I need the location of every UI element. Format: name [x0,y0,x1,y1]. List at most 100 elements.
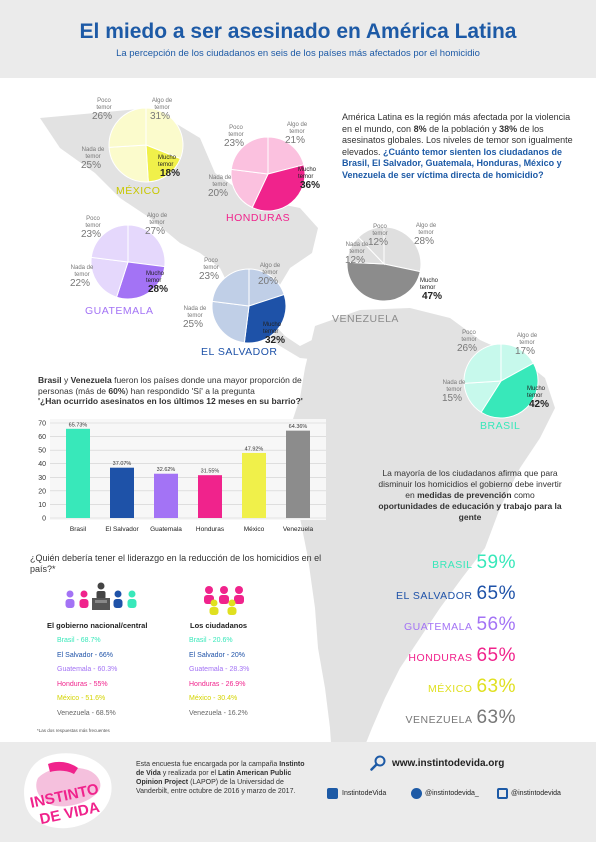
pie-value-poco: 23% [224,138,245,149]
bar-intro-part: y [61,375,71,385]
pie-label-mucho: Mucho temor [263,322,282,335]
page-title: El miedo a ser asesinado en América Lati… [79,20,517,43]
y-tick-label: 0 [42,516,46,523]
category-label: Guatemala [150,526,182,533]
pie-label-mucho: Mucho temor [420,278,439,291]
pie-value-mucho: 47% [422,291,443,302]
intro-part: América Latina es la región más afectada… [342,112,571,134]
credit-part: Esta encuesta fue encargada por la campa… [136,761,280,768]
pie-value-poco: 26% [92,111,113,122]
bar-intro-bold: 60% [108,385,126,396]
pie-value-mucho: 36% [300,180,321,191]
prevention-value: 63% [476,707,516,728]
pie-label-nada: Nada de temor [345,242,369,255]
intro-question: ¿Cuánto temor sienten los ciudadanos de … [342,146,563,180]
website-link[interactable]: www.instintodevida.org [392,758,505,769]
pie-country-label: GUATEMALA [85,305,154,317]
pie-label-nada: Nada de temor [442,380,466,393]
credit-bold: Latin American Public Opinion Project [136,770,292,786]
pie-value-nada: 25% [183,319,204,330]
instinto-de-vida-logo: INSTINTO DE VIDA [24,753,112,829]
y-tick-label: 20 [38,488,46,495]
pie-slice-nada [108,144,149,183]
leadership-item: El Salvador - 20% [189,651,246,659]
bar-value-label: 47.92% [245,446,264,452]
credit-part: y realizada por el [160,770,218,777]
bar-value-label: 31.55% [201,469,220,475]
prevention-part: como [511,490,535,500]
leadership-item: Guatemala - 28.3% [189,666,250,673]
leadership-item: México - 51.6% [57,695,106,702]
pie-country-label: VENEZUELA [332,313,399,325]
y-tick-label: 40 [38,461,46,468]
pie-label-nada: Nada de temor [81,147,105,160]
prevention-part: La mayoría de los ciudadanos afirma que … [378,468,562,500]
credit-part: (LAPOP) de la Universidad de Vanderbilt,… [136,779,296,795]
bar-intro-bold: Venezuela [70,375,112,385]
prevention-country: EL SALVADOR [395,590,473,602]
pie-slice-algo [248,268,285,307]
pie-slice-poco [230,136,269,175]
pie-slice-algo [267,136,305,175]
pie-slice-mucho [145,144,182,183]
leadership-question: ¿Quién debería tener el liderazgo en la … [30,553,322,574]
prevention-value: 59% [476,552,516,573]
pie-value-mucho: 32% [265,335,286,346]
twitter-icon[interactable] [411,788,422,799]
prevention-value: 56% [476,614,516,635]
prevention-country: HONDURAS [408,652,473,664]
pie-slice-nada [230,168,269,209]
pie-label-poco: Poco temor [228,125,244,138]
bar-el-salvador [110,467,134,518]
pie-label-nada: Nada de temor [70,265,94,278]
instagram-handle[interactable]: @instintodevida [511,790,561,797]
twitter-handle[interactable]: @instintodevida_ [425,790,479,797]
pie-slice-algo [127,224,166,268]
facebook-icon[interactable] [327,788,338,799]
pie-slice-mucho [115,261,166,300]
leadership-item: Venezuela - 16.2% [189,709,248,717]
category-label: México [244,526,265,533]
pie-label-algo: Algo de temor [516,333,538,346]
credit-bold: Instinto de Vida [136,761,305,777]
bar-value-label: 37.07% [113,461,132,467]
instagram-icon[interactable] [497,788,508,799]
prevention-item: GUATEMALA 56% [404,614,516,636]
pie-value-mucho: 42% [529,399,550,410]
pie-value-algo: 31% [150,111,171,122]
pie-slice-algo [145,107,184,160]
leadership-item: Brasil - 20.6% [189,637,233,644]
pie-label-algo: Algo de temor [146,213,168,226]
pie-label-poco: Poco temor [85,216,101,229]
plot-area [50,419,326,520]
pie-value-nada: 22% [70,278,91,289]
pie-label-poco: Poco temor [372,224,388,237]
pie-slice-mucho [480,362,539,419]
prevention-item: BRASIL 59% [432,552,516,574]
pie-slice-poco [90,224,129,263]
pie-value-algo: 20% [258,276,279,287]
leadership-item: Venezuela - 68.5% [57,709,116,717]
pie-label-mucho: Mucho temor [298,167,317,180]
pie-slice-poco [463,343,502,384]
facebook-handle[interactable]: InstintodeVida [342,790,387,797]
pie-label-algo: Algo de temor [415,223,437,236]
pie-slice-algo [383,226,422,273]
category-label: El Salvador [105,526,139,533]
page-subtitle: La percepción de los ciudadanos en seis … [116,48,480,59]
bar-intro-question: '¿Han ocurrido asesinatos en los últimos… [38,396,303,406]
category-label: Brasil [70,526,87,533]
footnote: *Las dos respuestas más frecuentes [37,728,110,733]
bar-intro-bold: Brasil [38,375,62,385]
pie-slice-nada [90,256,129,298]
intro-bold: 38% [499,123,518,134]
pie-slice-poco [357,226,385,266]
pie-value-algo: 28% [414,236,435,247]
pie-label-poco: Poco temor [461,330,477,343]
citizens-people-icon [204,586,244,615]
pie-label-mucho: Mucho temor [146,271,165,284]
pie-label-poco: Poco temor [96,98,112,111]
pie-label-nada: Nada de temor [183,306,207,319]
leadership-item: Honduras - 26.9% [189,680,246,688]
